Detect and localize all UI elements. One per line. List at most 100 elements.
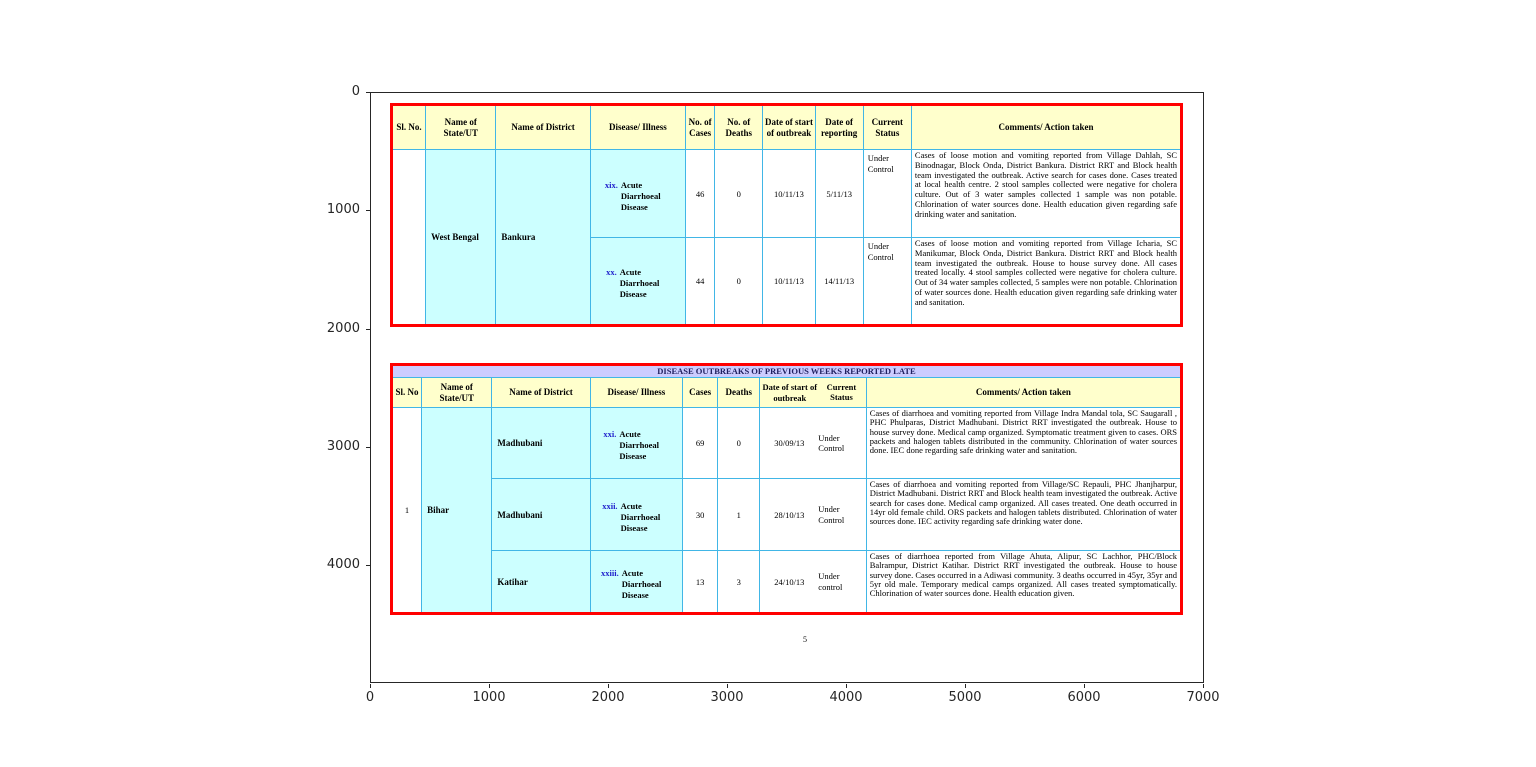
table-row: Katihar xxiii. Acute Diarrhoeal Disease 1… [392,550,1183,614]
cell-disease: xxii. Acute Diarrhoeal Disease [589,478,684,551]
disease-numeral: xx. [606,267,617,277]
header-state: Name of State/UT [425,104,497,150]
disease-name: Acute Diarrhoeal Disease [621,567,662,600]
cell-start-date: 30/09/13 [774,438,805,448]
header-start-date: Date of start of outbreak [762,104,816,150]
y-tick-label: 2000 [326,321,360,336]
cell-start-date: 28/10/13 [774,509,805,520]
x-tick-label: 1000 [472,690,506,705]
cell-district: Bankura [495,149,591,326]
cell-state: Bihar [421,407,493,614]
y-tick-label: 3000 [326,439,360,454]
x-tick-label: 0 [365,690,375,705]
disease-numeral: xxiii. [601,567,619,578]
cell-disease: xx. Acute Diarrhoeal Disease [589,237,687,326]
header-start-date: Date of start of outbreak [762,381,818,403]
header-comments: Comments/ Action taken [910,104,1183,150]
header-state: Name of State/UT [421,377,493,408]
cell-status: Under Control [818,432,845,454]
header-disease: Disease/ Illness [589,104,687,150]
x-tick-label: 6000 [1067,690,1101,705]
x-tick-mark [608,684,609,688]
table-header-row: Sl. No. Name of State/UT Name of Distric… [390,104,1183,150]
cell-disease: xxi. Acute Diarrhoeal Disease [589,407,684,479]
disease-numeral: xix. [604,179,618,190]
y-tick-label: 4000 [326,557,360,572]
y-tick-mark [366,447,370,448]
cell-sl-no: 1 [390,407,423,614]
x-tick-mark [489,684,490,688]
cell-status: Under Control [862,237,912,326]
cell-deaths: 0 [714,149,764,238]
cell-deaths: 1 [717,478,761,551]
table-row: Madhubani xxii. Acute Diarrhoeal Disease … [392,478,1183,551]
header-disease: Disease/ Illness [589,377,684,408]
cell-deaths: 3 [717,550,761,614]
header-district: Name of District [491,377,591,408]
cell-district: Madhubani [491,407,591,479]
header-comments: Comments/ Action taken [865,377,1183,408]
header-deaths: No. of Deaths [714,104,764,150]
header-cases: No. of Cases [685,104,716,150]
y-tick-mark [366,565,370,566]
cell-comments: Cases of diarrhoea and vomiting reported… [865,478,1183,551]
cell-comments: Cases of diarrhoea and vomiting reported… [865,407,1183,479]
cell-start-date-and-status: 28/10/13 Under Control [759,478,867,551]
cell-cases: 44 [685,237,716,326]
cell-disease: xxiii. Acute Diarrhoeal Disease [589,550,684,614]
page-number: 5 [803,635,807,644]
cell-disease: xix. Acute Diarrhoeal Disease [589,149,687,238]
plot-frame [370,92,1204,683]
cell-comments: Cases of loose motion and vomiting repor… [910,237,1183,326]
cell-deaths: 0 [717,407,761,479]
cell-state: West Bengal [425,149,497,326]
y-tick-mark [366,329,370,330]
x-tick-mark [846,684,847,688]
x-tick-label: 5000 [948,690,982,705]
x-tick-label: 2000 [591,690,625,705]
cell-cases: 69 [682,407,719,479]
cell-sl-no [390,149,427,326]
disease-name: Acute Diarrhoeal Disease [620,500,661,533]
outbreak-table-current-week: Sl. No. Name of State/UT Name of Distric… [390,103,1183,327]
table-title-row: DISEASE OUTBREAKS OF PREVIOUS WEEKS REPO… [391,364,1182,378]
cell-start-date: 10/11/13 [762,149,816,238]
x-tick-label: 7000 [1186,690,1220,705]
x-tick-label: 4000 [829,690,863,705]
x-tick-label: 3000 [710,690,744,705]
table-row: West Bengal Bankura xix. Acute Diarrhoeal… [390,149,1183,326]
cell-cases: 46 [685,149,716,238]
y-tick-mark [366,210,370,211]
table-row: xx. Acute Diarrhoeal Disease 44 0 10/11/1… [392,237,1183,326]
header-status: Current Status [826,381,857,403]
cell-reporting-date: 5/11/13 [814,149,864,238]
x-tick-mark [727,684,728,688]
table-row: 1 Bihar Madhubani xxi. Acute Diarrhoeal D… [390,407,1183,614]
cell-cases: 30 [682,478,719,551]
cell-comments: Cases of loose motion and vomiting repor… [910,149,1183,238]
x-tick-mark [1203,684,1204,688]
disease-numeral: xxii. [602,500,618,511]
cell-district: Katihar [491,550,591,614]
header-sl-no: Sl. No [390,377,423,408]
cell-start-date-and-status: 30/09/13 Under Control [759,407,867,479]
cell-status: Under Control [818,504,845,525]
cell-start-date-and-status: 24/10/13 Under control [759,550,867,614]
cell-deaths: 0 [714,237,764,326]
cell-cases: 13 [682,550,719,614]
disease-name: Acute Diarrhoeal Disease [619,429,660,461]
cell-district: Madhubani [491,478,591,551]
disease-numeral: xxi. [603,429,617,439]
cell-reporting-date: 14/11/13 [814,237,864,326]
cell-status: Under control [818,571,843,592]
header-start-date-and-status: Date of start of outbreak Current Status [759,377,867,408]
table-header-row: Sl. No Name of State/UT Name of District… [390,377,1183,408]
cell-status: Under Control [862,149,912,238]
header-sl-no: Sl. No. [390,104,427,150]
header-reporting-date: Date of reporting [814,104,864,150]
table-title: DISEASE OUTBREAKS OF PREVIOUS WEEKS REPO… [391,364,1182,378]
y-tick-label: 0 [351,84,360,99]
x-tick-mark [1084,684,1085,688]
y-tick-mark [366,92,370,93]
